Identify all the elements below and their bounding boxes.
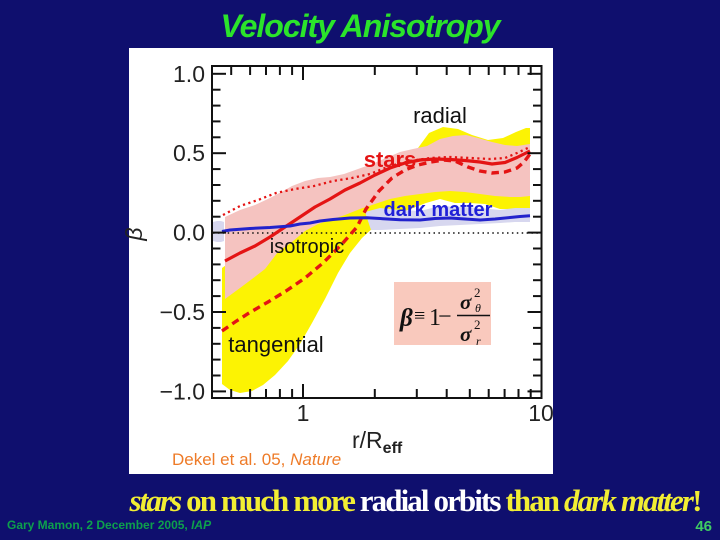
svg-text:radial: radial	[413, 103, 467, 128]
svg-text:tangential: tangential	[228, 332, 323, 357]
svg-text:2: 2	[474, 285, 481, 300]
svg-text:≡: ≡	[414, 305, 425, 327]
svg-text:0.0: 0.0	[173, 220, 205, 246]
svg-text:−1.0: −1.0	[160, 378, 205, 404]
svg-text:β: β	[121, 227, 147, 241]
svg-text:r/Reff: r/Reff	[352, 427, 403, 457]
svg-text:θ: θ	[475, 301, 481, 315]
svg-text:10: 10	[528, 400, 554, 426]
svg-text:1: 1	[429, 305, 441, 331]
svg-text:0.5: 0.5	[173, 140, 205, 166]
svg-text:−: −	[438, 304, 452, 330]
svg-text:σ: σ	[460, 290, 472, 314]
svg-text:1.0: 1.0	[173, 61, 205, 87]
svg-text:r: r	[476, 334, 481, 348]
svg-text:2: 2	[474, 317, 481, 332]
svg-text:β: β	[399, 305, 413, 332]
svg-text:isotropic: isotropic	[270, 236, 344, 258]
svg-text:1: 1	[297, 400, 310, 426]
svg-text:Dekel et al. 05, Nature: Dekel et al. 05, Nature	[172, 450, 341, 469]
svg-text:stars: stars	[364, 147, 417, 172]
svg-text:−0.5: −0.5	[160, 299, 205, 325]
svg-text:σ: σ	[460, 322, 472, 346]
svg-text:dark matter: dark matter	[384, 199, 493, 221]
